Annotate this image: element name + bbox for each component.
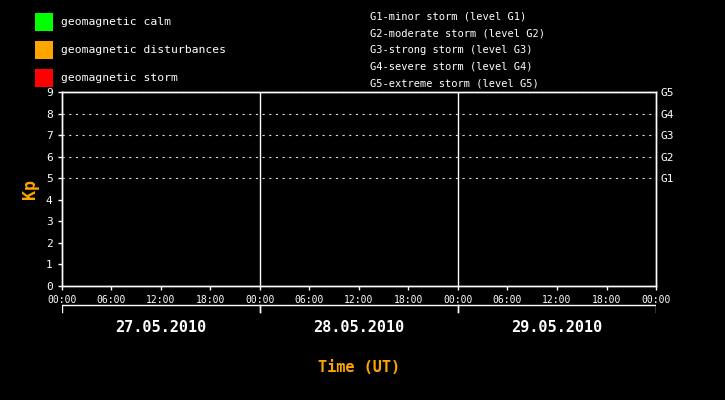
Text: geomagnetic calm: geomagnetic calm	[61, 17, 171, 27]
Text: G4-severe storm (level G4): G4-severe storm (level G4)	[370, 62, 532, 72]
Bar	[36, 69, 53, 87]
Text: 27.05.2010: 27.05.2010	[115, 320, 207, 336]
Text: 29.05.2010: 29.05.2010	[511, 320, 602, 336]
Text: geomagnetic storm: geomagnetic storm	[61, 73, 178, 83]
Text: G2-moderate storm (level G2): G2-moderate storm (level G2)	[370, 28, 544, 38]
Bar	[36, 41, 53, 59]
Bar	[36, 13, 53, 31]
Text: geomagnetic disturbances: geomagnetic disturbances	[61, 45, 226, 55]
Text: G1-minor storm (level G1): G1-minor storm (level G1)	[370, 11, 526, 21]
Text: 28.05.2010: 28.05.2010	[313, 320, 405, 336]
Text: G5-extreme storm (level G5): G5-extreme storm (level G5)	[370, 78, 539, 89]
Text: G3-strong storm (level G3): G3-strong storm (level G3)	[370, 45, 532, 55]
Text: Time (UT): Time (UT)	[318, 360, 400, 376]
Y-axis label: Kp: Kp	[21, 179, 39, 199]
